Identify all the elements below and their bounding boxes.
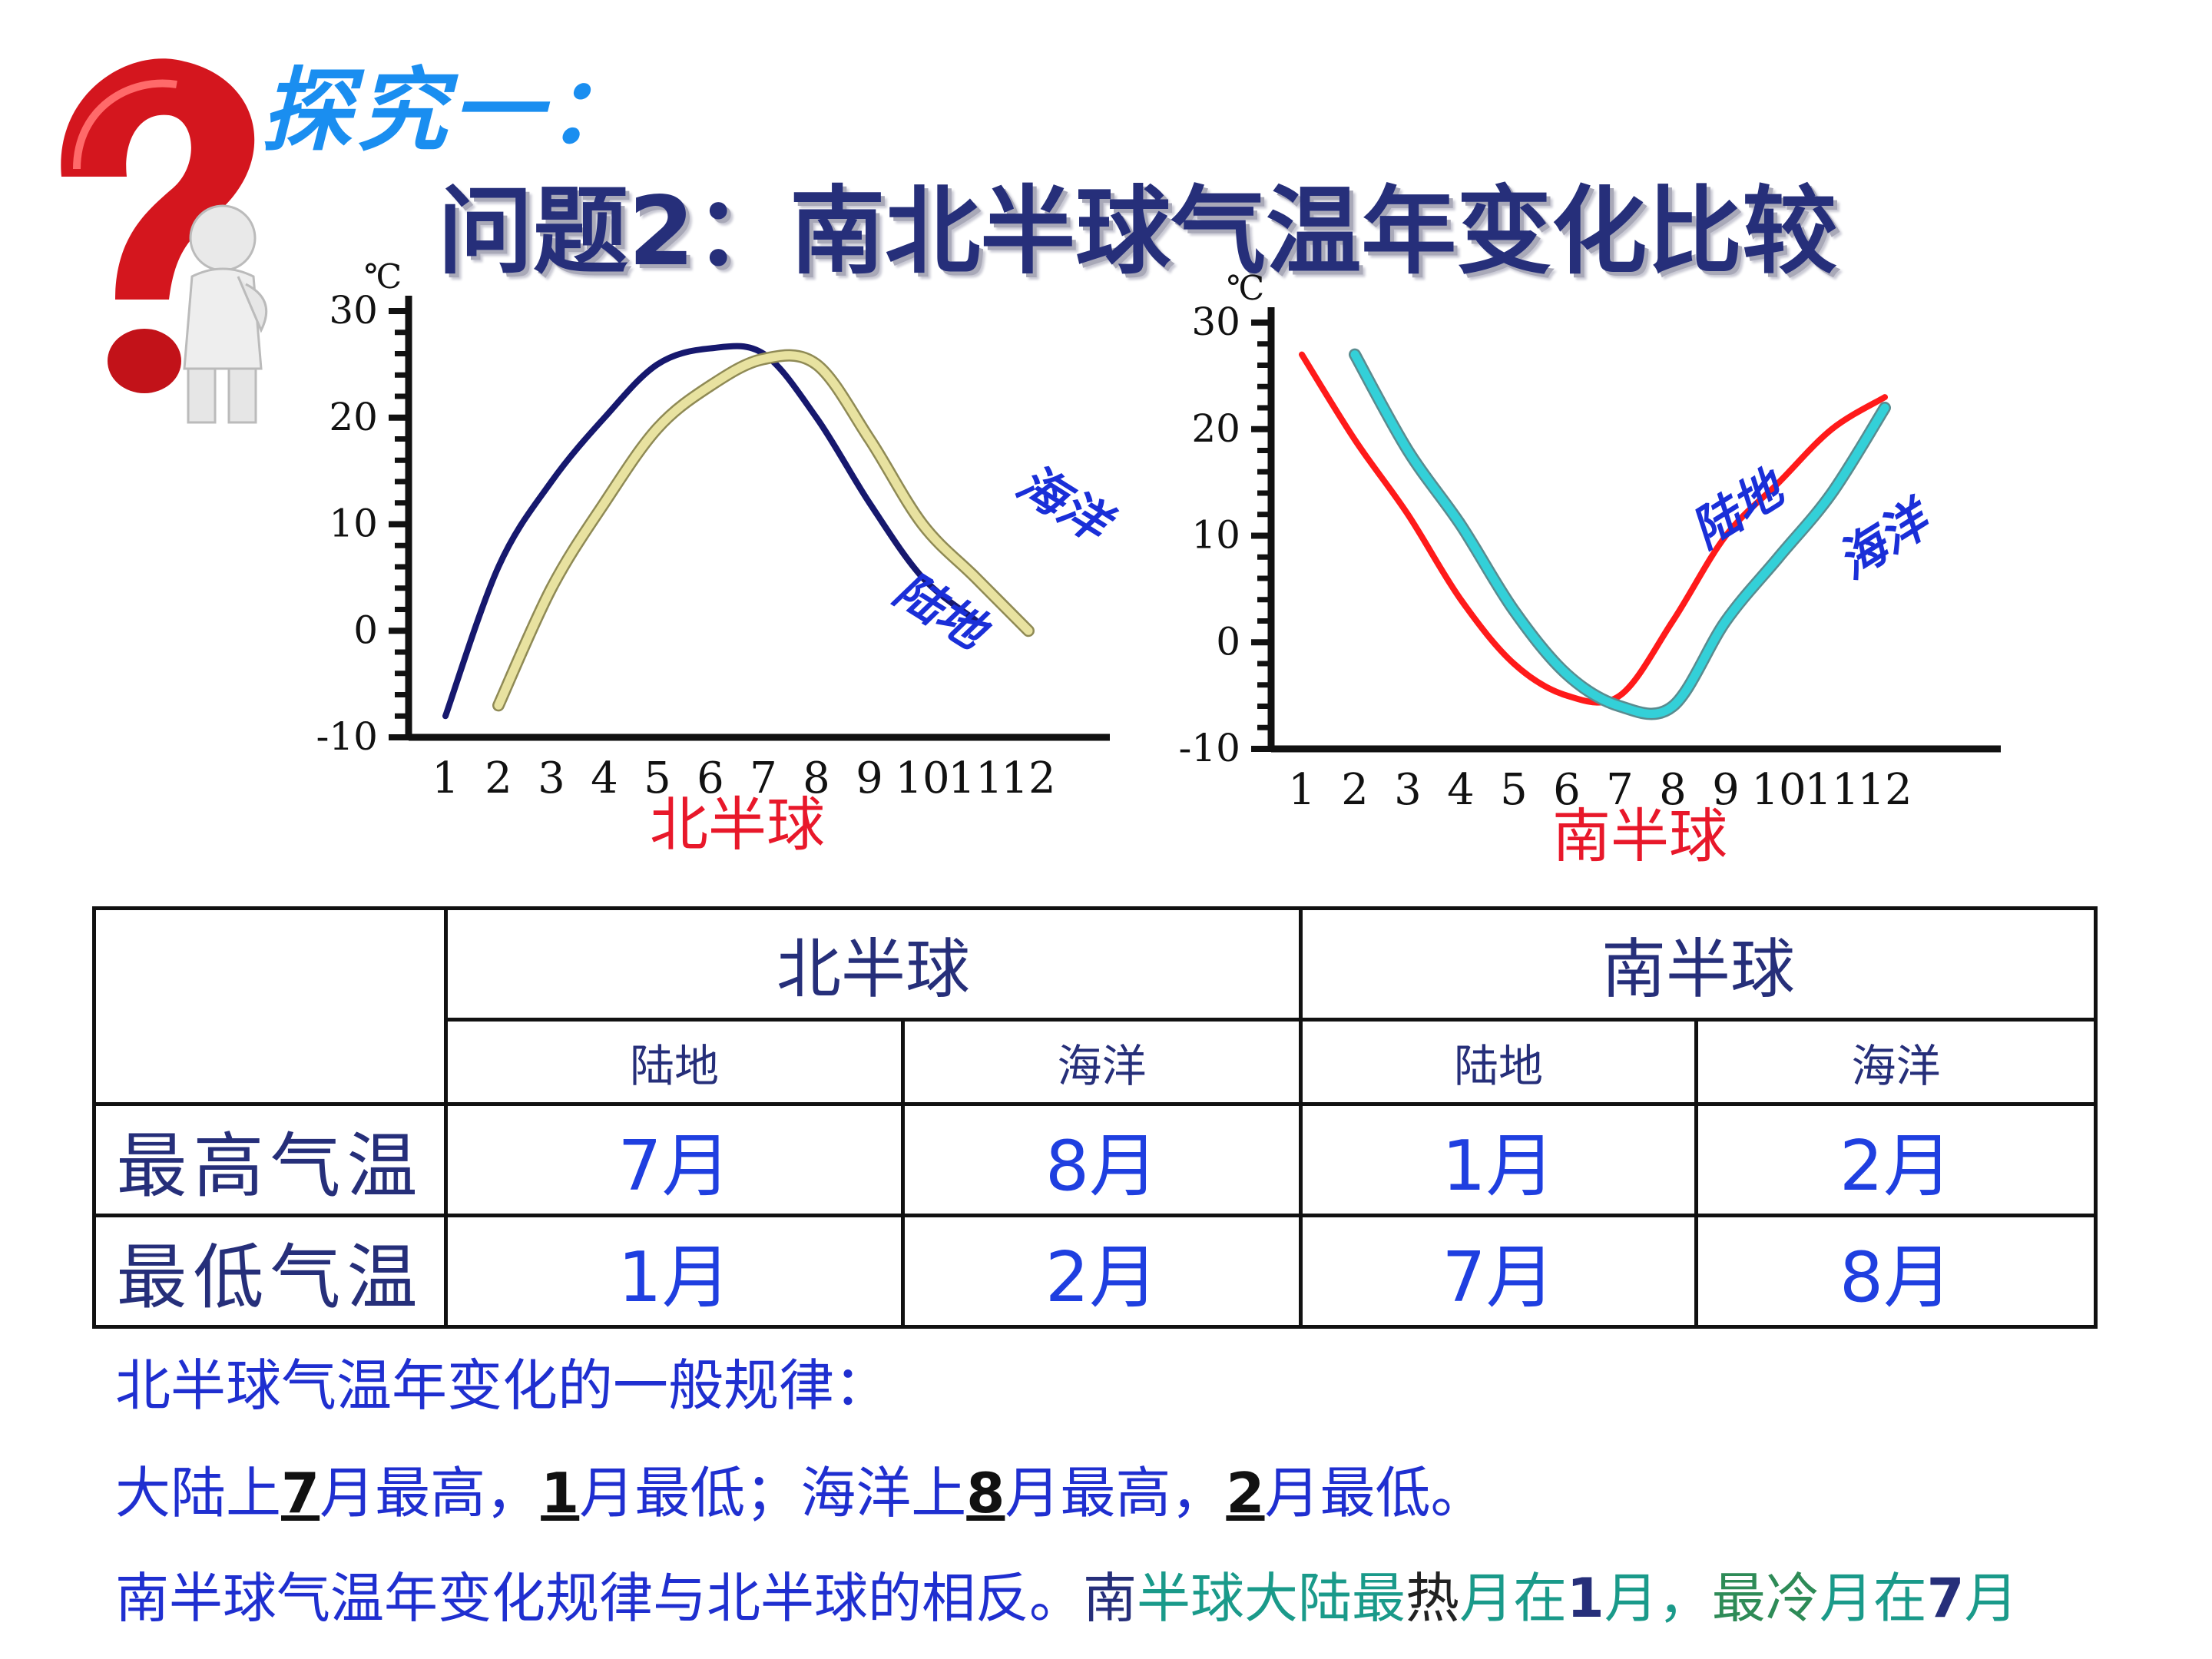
x-tick-label: 8 xyxy=(803,753,830,803)
x-tick-label: 10 xyxy=(895,753,949,803)
y-tick-label: -10 xyxy=(316,714,378,759)
text-segment: 热 xyxy=(1406,1567,1459,1630)
text-segment: 南 xyxy=(1083,1567,1137,1630)
underlined-number: 7 xyxy=(281,1461,320,1525)
series-line-land xyxy=(1299,351,1888,706)
x-tick-label: 12 xyxy=(1857,765,1912,815)
problem-title: 问题2：南北半球气温年变化比较 xyxy=(438,177,1838,287)
question-mark-mascot-icon xyxy=(61,58,268,424)
text-segment: 月最高， xyxy=(320,1461,541,1525)
x-tick-label: 7 xyxy=(750,753,777,803)
x-tick-label: 4 xyxy=(591,753,618,803)
y-axis-unit-label: ℃ xyxy=(364,257,402,296)
y-tick-label: 0 xyxy=(1216,619,1240,664)
x-tick-label: 9 xyxy=(856,753,883,803)
table-row: 最低气温 1月 2月 7月 8月 xyxy=(92,1214,2098,1329)
series-line-ocean xyxy=(494,351,1033,710)
table-header-north: 北半球 xyxy=(443,906,1303,1022)
x-tick-label: 2 xyxy=(1341,765,1369,815)
x-tick-label: 9 xyxy=(1712,765,1740,815)
explore-title: 探究一： xyxy=(261,58,643,164)
text-segment: 月， xyxy=(1604,1567,1712,1630)
table-cell: 2月 xyxy=(900,1214,1303,1329)
row-label-max: 最高气温 xyxy=(92,1102,448,1217)
summary-line-2: 大陆上7月最高，1月最低；海洋上8月最高，2月最低。 xyxy=(115,1448,1486,1528)
x-tick-label: 12 xyxy=(1001,753,1055,803)
text-segment: 7 xyxy=(1926,1567,1965,1630)
text-segment: 月最低。 xyxy=(1264,1461,1486,1525)
table-cell: 1月 xyxy=(444,1214,905,1329)
table-corner-cell xyxy=(92,906,448,1106)
x-tick-label: 10 xyxy=(1751,765,1806,815)
text-segment: 月 xyxy=(1964,1567,2018,1630)
y-tick-label: 20 xyxy=(329,395,378,439)
series-line-ocean xyxy=(1350,350,1889,718)
summary-line-3: 南半球气温年变化规律与北半球的相反。南半球大陆最热月在1月，最冷月在7月 xyxy=(115,1555,2018,1633)
text-segment: 月在 xyxy=(1459,1567,1567,1630)
x-tick-label: 6 xyxy=(1553,765,1581,815)
series-annotation-label: 海洋 xyxy=(1827,488,1943,590)
text-segment: 月在 xyxy=(1819,1567,1927,1630)
table-cell: 7月 xyxy=(444,1102,905,1217)
row-label-min: 最低气温 xyxy=(92,1214,448,1329)
text-segment: 月最低；海洋上 xyxy=(579,1461,967,1525)
series-line-land xyxy=(442,343,979,720)
summary-line-1: 北半球气温年变化的一般规律： xyxy=(115,1353,890,1418)
x-tick-label: 2 xyxy=(485,753,512,803)
x-tick-label: 7 xyxy=(1606,765,1634,815)
text-segment: 1 xyxy=(1567,1567,1604,1630)
text-segment: 南半球气温年变化规律与北半球的相反。 xyxy=(115,1567,1083,1630)
comparison-table: 北半球 南半球 陆地 海洋 陆地 海洋 最高气温 7月 8月 1月 2月 最低气… xyxy=(92,906,2098,1329)
x-tick-label: 5 xyxy=(1500,765,1528,815)
table-subheader-north-ocean: 海洋 xyxy=(900,1018,1303,1106)
underlined-number: 1 xyxy=(541,1461,580,1525)
x-tick-label: 1 xyxy=(432,753,459,803)
text-segment: 大陆上 xyxy=(115,1461,282,1525)
series-line-ocean-outline xyxy=(1349,348,1891,720)
x-tick-label: 8 xyxy=(1659,765,1687,815)
x-tick-label: 3 xyxy=(538,753,565,803)
y-tick-label: -10 xyxy=(1178,726,1240,770)
x-tick-label: 3 xyxy=(1394,765,1422,815)
x-tick-label: 5 xyxy=(644,753,671,803)
table-row: 最高气温 7月 8月 1月 2月 xyxy=(92,1102,2098,1217)
table-header-south: 南半球 xyxy=(1299,906,2098,1022)
table-cell: 2月 xyxy=(1694,1102,2098,1217)
underlined-number: 2 xyxy=(1226,1461,1265,1525)
hemisphere-label: 南半球 xyxy=(1552,802,1727,870)
table-cell: 7月 xyxy=(1299,1214,1699,1329)
text-segment: 最冷 xyxy=(1711,1567,1820,1630)
y-tick-label: 0 xyxy=(353,608,378,652)
y-tick-label: 10 xyxy=(329,502,378,546)
series-annotation-label: 海洋 xyxy=(1008,454,1124,555)
series-annotation-label: 陆地 xyxy=(1681,458,1796,558)
y-tick-label: 10 xyxy=(1191,513,1240,558)
table-cell: 8月 xyxy=(1694,1214,2098,1329)
table-cell: 8月 xyxy=(900,1102,1303,1217)
y-tick-label: 30 xyxy=(1191,300,1240,344)
table-subheader-south-land: 陆地 xyxy=(1299,1018,1699,1106)
table-subheader-south-ocean: 海洋 xyxy=(1694,1018,2098,1106)
x-tick-label: 1 xyxy=(1288,765,1316,815)
y-tick-label: 30 xyxy=(329,288,378,333)
table-subheader-north-land: 陆地 xyxy=(444,1018,905,1106)
underlined-number: 8 xyxy=(966,1461,1005,1525)
y-axis-unit-label: ℃ xyxy=(1227,269,1264,308)
text-segment: 月最高， xyxy=(1005,1461,1227,1525)
hemisphere-label: 北半球 xyxy=(650,790,825,859)
x-tick-label: 11 xyxy=(948,753,1002,803)
x-tick-label: 6 xyxy=(697,753,724,803)
x-tick-label: 11 xyxy=(1804,765,1859,815)
table-cell: 1月 xyxy=(1299,1102,1699,1217)
text-segment: 半球大陆最 xyxy=(1137,1567,1406,1630)
y-tick-label: 20 xyxy=(1191,406,1240,451)
x-tick-label: 4 xyxy=(1447,765,1475,815)
series-line-ocean-outline xyxy=(492,349,1035,712)
